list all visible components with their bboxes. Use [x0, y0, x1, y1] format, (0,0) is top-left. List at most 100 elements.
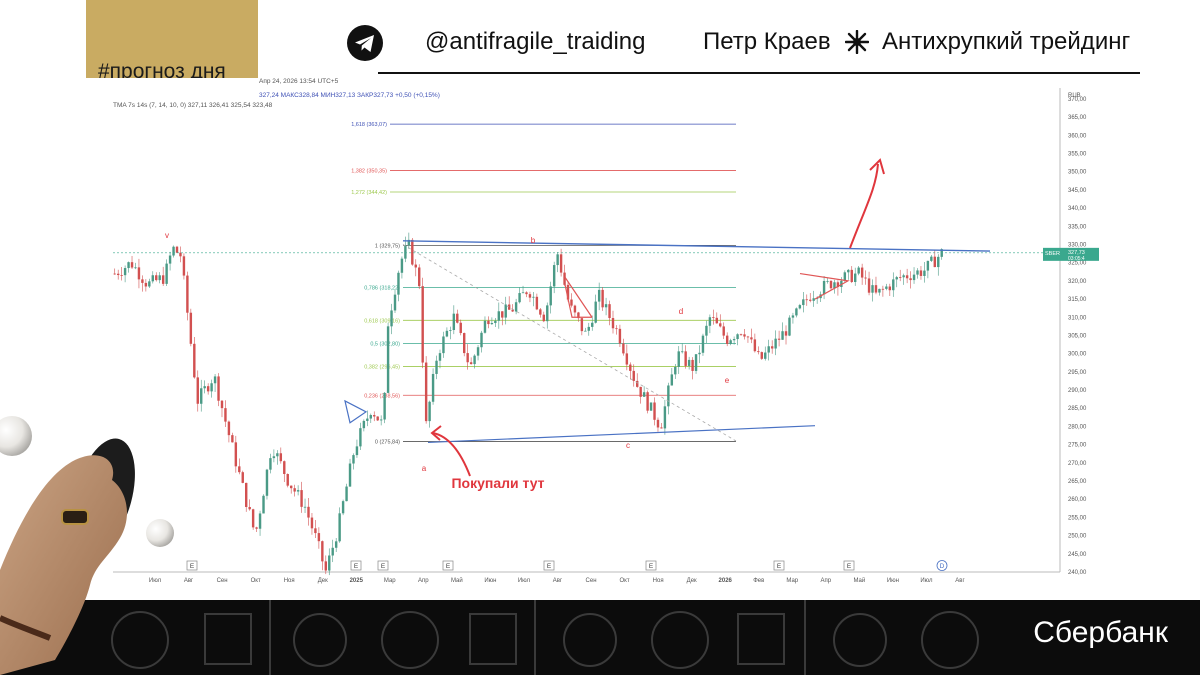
candle-body: [186, 275, 189, 313]
header-divider: [378, 72, 1140, 74]
event-marker-box[interactable]: [377, 560, 389, 571]
candle-body: [680, 351, 684, 353]
event-marker-box[interactable]: [442, 560, 454, 571]
fib-level-label: 1,618 (363,07): [351, 122, 387, 128]
candle-body: [577, 312, 580, 319]
candle-body: [265, 469, 269, 496]
candle-body: [227, 421, 231, 436]
candle-body: [895, 277, 898, 280]
candle-body: [698, 352, 701, 355]
sberbank-logo-text: Сбербанк: [1033, 616, 1168, 649]
candle-body: [213, 376, 217, 384]
candle-body: [504, 304, 507, 318]
candle-body: [452, 313, 456, 331]
y-tick-label: 325,00: [1068, 261, 1087, 267]
candle-body: [587, 326, 590, 331]
event-marker-label: E: [847, 563, 852, 570]
candle-body: [885, 286, 888, 289]
candle-body: [874, 285, 878, 293]
candle-body: [784, 331, 788, 336]
candle-body: [687, 359, 691, 366]
candle-body: [563, 272, 566, 285]
x-tick-label: Окт: [620, 578, 630, 584]
y-tick-label: 310,00: [1068, 315, 1087, 321]
candle-body: [390, 310, 393, 327]
candle-body: [286, 474, 289, 486]
candle-body: [926, 260, 930, 271]
candle-body: [584, 330, 587, 332]
candle-body: [860, 267, 864, 278]
y-tick-label: 315,00: [1068, 297, 1087, 303]
y-tick-label: 335,00: [1068, 224, 1087, 230]
dividend-marker[interactable]: [936, 560, 948, 571]
candle-body: [251, 509, 255, 528]
candle-body: [494, 320, 497, 324]
event-marker-label: E: [649, 563, 654, 570]
candle-body: [660, 427, 663, 429]
y-tick-label: 270,00: [1068, 461, 1087, 467]
candle-body: [826, 280, 829, 282]
candle-body: [656, 419, 660, 428]
candle-body: [674, 366, 677, 375]
telegram-handle[interactable]: @antifragile_traiding: [425, 28, 646, 55]
buy-arrowhead: [430, 425, 442, 441]
candle-body: [480, 332, 483, 348]
candle-body: [601, 289, 604, 308]
candle-body: [276, 453, 279, 457]
info-line-1: Апр 24, 2026 13:54 UTC+5: [259, 78, 339, 85]
y-tick-label: 305,00: [1068, 333, 1087, 339]
currency-label: RUB: [1068, 93, 1081, 99]
candle-body: [677, 351, 680, 367]
candle-body: [625, 353, 629, 365]
candle-body: [556, 254, 559, 266]
candle-body: [898, 277, 902, 278]
candle-body: [168, 255, 172, 264]
x-tick-label: Июл: [920, 578, 933, 584]
candle-body: [892, 279, 895, 291]
event-marker-box[interactable]: [645, 560, 657, 571]
event-marker-label: E: [381, 563, 386, 570]
y-tick-label: 240,00: [1068, 570, 1087, 576]
wedge-pattern: [344, 399, 368, 424]
candle-body: [418, 267, 421, 287]
y-tick-label: 320,00: [1068, 279, 1087, 285]
candle-body: [473, 355, 476, 365]
candle-body: [639, 386, 642, 397]
event-marker-box[interactable]: [773, 560, 785, 571]
x-tick-label: Сен: [217, 578, 228, 584]
candle-body: [552, 265, 556, 287]
fib-level-label: 1 (329,75): [375, 243, 400, 249]
candle-body: [701, 335, 705, 353]
candle-body: [161, 275, 165, 284]
candle-body: [224, 408, 227, 422]
y-tick-label: 340,00: [1068, 206, 1087, 212]
candle-body: [355, 446, 359, 456]
candle-body: [328, 555, 331, 571]
dividend-marker-label: D: [940, 563, 945, 570]
candle-body: [667, 385, 670, 407]
event-marker-label: E: [190, 563, 195, 570]
candle-body: [158, 275, 161, 281]
x-tick-label: Авг: [553, 578, 563, 584]
candle-body: [196, 377, 199, 404]
fib-level-label: 0,786 (318,22): [364, 285, 400, 291]
event-marker-box[interactable]: [186, 560, 198, 571]
pearl-1: [0, 416, 32, 456]
candle-body: [916, 270, 919, 275]
candle-body: [507, 304, 511, 310]
candle-body: [379, 419, 383, 421]
candle-body: [912, 274, 916, 281]
candle-body: [490, 323, 494, 325]
hand: [0, 455, 127, 675]
y-tick-label: 355,00: [1068, 152, 1087, 158]
event-marker-box[interactable]: [843, 560, 855, 571]
candle-body: [248, 506, 251, 510]
forecast-tag-label: #прогноз дня: [98, 60, 226, 83]
candle-body: [622, 343, 625, 354]
candle-body: [120, 275, 123, 276]
event-marker-box[interactable]: [543, 560, 555, 571]
event-marker-box[interactable]: [350, 560, 362, 571]
candle-body: [795, 308, 798, 316]
candle-body: [359, 428, 362, 447]
candle-body: [255, 527, 258, 529]
